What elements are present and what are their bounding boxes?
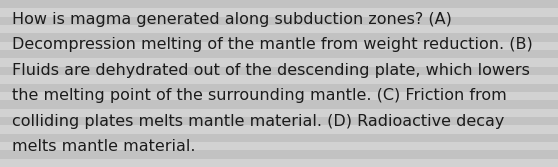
Bar (0, 67, 558, 75)
Bar (0, 150, 558, 159)
Bar (0, 134, 558, 142)
Bar (0, 92, 558, 100)
Bar (0, 159, 558, 167)
Bar (0, 58, 558, 67)
Text: colliding plates melts mantle material. (D) Radioactive decay: colliding plates melts mantle material. … (12, 114, 504, 129)
Bar (0, 84, 558, 92)
Bar (0, 8, 558, 17)
Bar (0, 0, 558, 8)
Bar (0, 50, 558, 58)
Bar (0, 75, 558, 84)
Bar (0, 117, 558, 125)
Text: the melting point of the surrounding mantle. (C) Friction from: the melting point of the surrounding man… (12, 88, 507, 103)
Bar (0, 109, 558, 117)
Bar (0, 42, 558, 50)
Text: Decompression melting of the mantle from weight reduction. (B): Decompression melting of the mantle from… (12, 37, 533, 52)
Bar (0, 125, 558, 134)
Text: Fluids are dehydrated out of the descending plate, which lowers: Fluids are dehydrated out of the descend… (12, 63, 530, 78)
Bar (0, 142, 558, 150)
Bar (0, 33, 558, 42)
Bar (0, 17, 558, 25)
Text: melts mantle material.: melts mantle material. (12, 139, 196, 154)
Bar (0, 25, 558, 33)
Bar (0, 100, 558, 109)
Text: How is magma generated along subduction zones? (A): How is magma generated along subduction … (12, 12, 452, 27)
